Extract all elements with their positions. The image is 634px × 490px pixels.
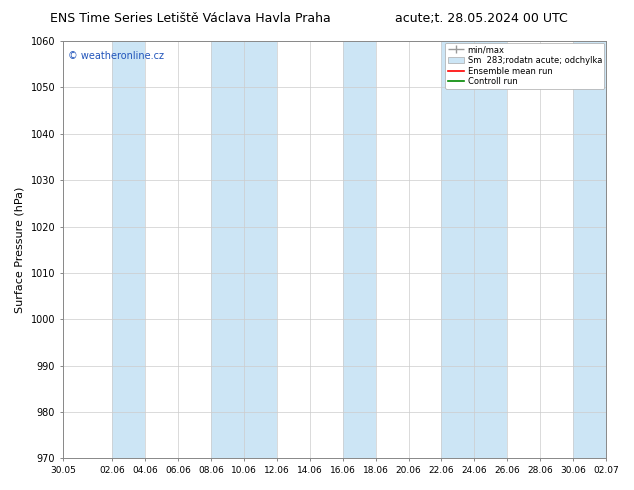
Bar — [343, 41, 375, 458]
Bar — [244, 41, 277, 458]
Legend: min/max, Sm  283;rodatn acute; odchylka, Ensemble mean run, Controll run: min/max, Sm 283;rodatn acute; odchylka, … — [445, 43, 604, 89]
Bar — [211, 41, 244, 458]
Text: ENS Time Series Letiště Václava Havla Praha: ENS Time Series Letiště Václava Havla Pr… — [50, 12, 330, 25]
Y-axis label: Surface Pressure (hPa): Surface Pressure (hPa) — [15, 187, 25, 313]
Bar — [441, 41, 474, 458]
Text: © weatheronline.cz: © weatheronline.cz — [68, 51, 164, 61]
Text: acute;t. 28.05.2024 00 UTC: acute;t. 28.05.2024 00 UTC — [396, 12, 568, 25]
Bar — [573, 41, 606, 458]
Bar — [474, 41, 507, 458]
Bar — [112, 41, 145, 458]
